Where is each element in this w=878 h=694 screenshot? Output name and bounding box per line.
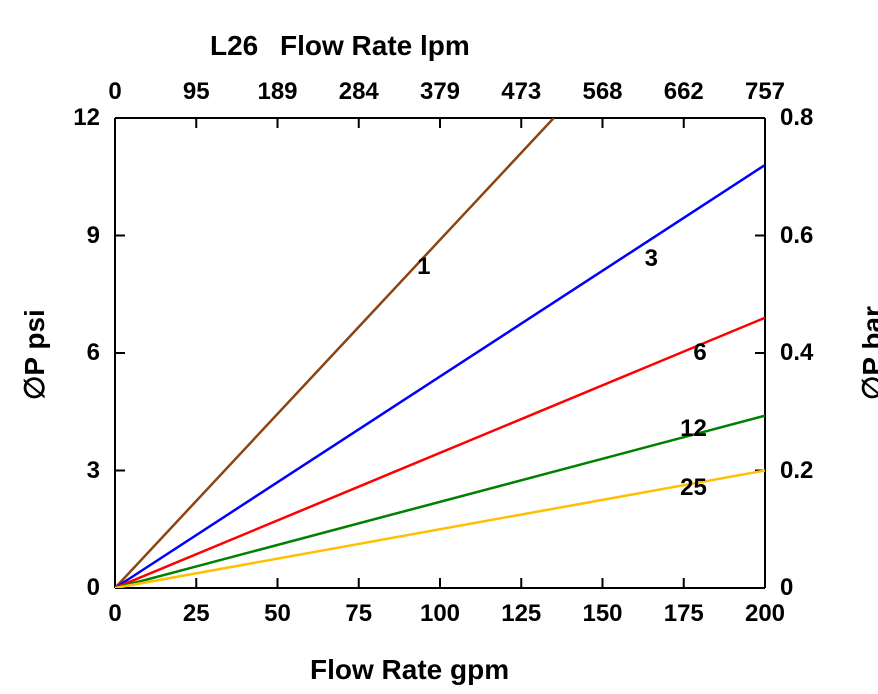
series-label-1: 1 xyxy=(417,253,430,281)
x-bottom-tick-label: 0 xyxy=(108,600,121,628)
x-top-tick-label: 757 xyxy=(745,78,785,106)
y-left-tick-label: 6 xyxy=(87,339,100,367)
y-left-tick-label: 12 xyxy=(73,104,100,132)
y-left-tick-label: 0 xyxy=(87,574,100,602)
x-bottom-tick-label: 150 xyxy=(582,600,622,628)
x-top-tick-label: 0 xyxy=(108,78,121,106)
y-right-tick-label: 0 xyxy=(780,574,793,602)
y-right-axis-label-text: ∅P bar xyxy=(857,306,878,400)
series-label-25: 25 xyxy=(680,474,707,502)
y-left-axis-label-text: ∅P psi xyxy=(19,309,50,400)
series-line-6 xyxy=(115,318,765,588)
x-bottom-tick-label: 125 xyxy=(501,600,541,628)
x-top-tick-label: 662 xyxy=(664,78,704,106)
y-right-tick-label: 0.4 xyxy=(780,339,813,367)
x-top-tick-label: 568 xyxy=(582,78,622,106)
x-top-axis-label-text: Flow Rate lpm xyxy=(280,30,470,61)
x-top-tick-label: 189 xyxy=(257,78,297,106)
x-top-tick-label: 473 xyxy=(501,78,541,106)
series-line-1 xyxy=(115,118,554,588)
series-label-3: 3 xyxy=(645,245,658,273)
y-right-tick-label: 0.2 xyxy=(780,457,813,485)
y-left-tick-label: 3 xyxy=(87,457,100,485)
y-right-tick-label: 0.8 xyxy=(780,104,813,132)
x-bottom-tick-label: 75 xyxy=(345,600,372,628)
x-top-tick-label: 95 xyxy=(183,78,210,106)
x-top-tick-label: 379 xyxy=(420,78,460,106)
series-label-12: 12 xyxy=(680,415,707,443)
x-bottom-tick-label: 200 xyxy=(745,600,785,628)
series-label-6: 6 xyxy=(693,339,706,367)
x-bottom-tick-label: 175 xyxy=(664,600,704,628)
plot-svg xyxy=(103,106,777,600)
x-top-tick-label: 284 xyxy=(339,78,379,106)
y-left-tick-label: 9 xyxy=(87,222,100,250)
pressure-drop-chart: L26 Flow Rate lpm Flow Rate gpm ∅P psi ∅… xyxy=(0,0,878,694)
y-right-axis-label: ∅P bar xyxy=(856,306,878,400)
series-line-3 xyxy=(115,165,765,588)
series-line-25 xyxy=(115,471,765,589)
x-bottom-axis-label-text: Flow Rate gpm xyxy=(310,654,509,685)
x-bottom-tick-label: 25 xyxy=(183,600,210,628)
x-bottom-tick-label: 100 xyxy=(420,600,460,628)
x-top-axis-label: Flow Rate lpm xyxy=(280,30,470,62)
series-line-12 xyxy=(115,416,765,588)
x-bottom-tick-label: 50 xyxy=(264,600,291,628)
model-label-text: L26 xyxy=(210,30,258,61)
x-bottom-axis-label: Flow Rate gpm xyxy=(310,654,509,686)
plot-area xyxy=(115,118,765,588)
y-right-tick-label: 0.6 xyxy=(780,222,813,250)
y-left-axis-label: ∅P psi xyxy=(18,309,51,400)
model-label: L26 xyxy=(210,30,258,62)
